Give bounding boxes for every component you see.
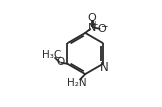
Text: O: O — [88, 13, 96, 23]
Text: O: O — [56, 57, 65, 67]
Text: N: N — [100, 61, 109, 74]
Text: −: − — [100, 22, 108, 30]
Text: H₂N: H₂N — [68, 78, 87, 88]
Text: N: N — [88, 23, 96, 33]
Text: O: O — [97, 24, 106, 34]
Text: H₃C: H₃C — [42, 50, 61, 60]
Text: +: + — [92, 20, 98, 30]
